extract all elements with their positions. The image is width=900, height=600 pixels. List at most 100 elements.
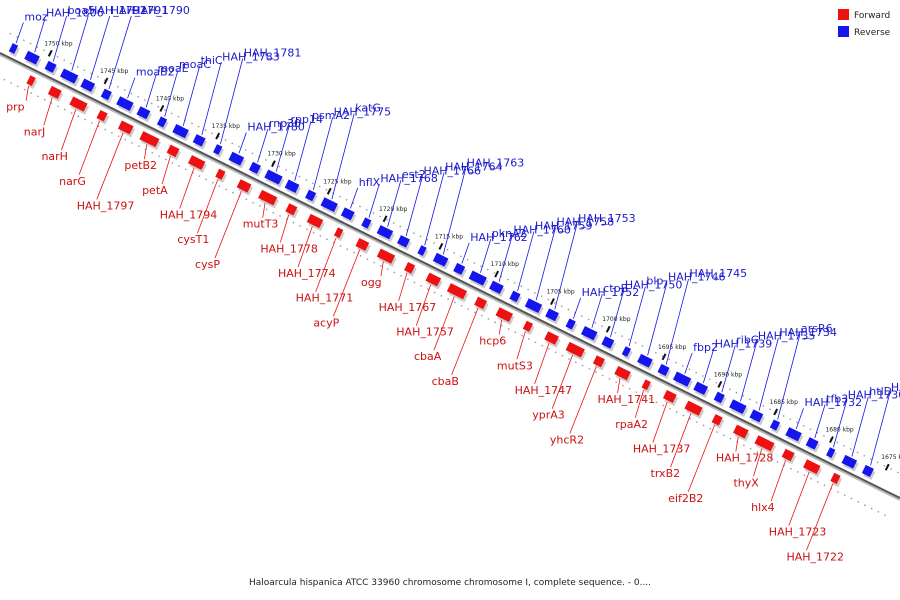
reverse-feature (376, 225, 395, 243)
svg-text:katG: katG (355, 102, 381, 115)
reverse-gene-label: HAH_1739 (702, 337, 773, 384)
reverse-feature (305, 189, 318, 205)
reverse-feature (861, 464, 876, 480)
svg-text:tfb3: tfb3 (826, 392, 848, 405)
svg-text:HAH_1792: HAH_1792 (89, 4, 147, 17)
legend-reverse-swatch (838, 26, 849, 37)
reverse-feature (213, 144, 224, 158)
reverse-gene-label: HAH_1746 (647, 271, 726, 356)
svg-text:HAH_1766: HAH_1766 (423, 164, 481, 177)
guide-line-rev (9, 32, 900, 475)
scale-tick: 1705 kbp (546, 289, 575, 306)
forward-gene-label: mutT3 (243, 202, 278, 231)
svg-text:HAH_1781: HAH_1781 (244, 47, 302, 60)
forward-gene-label: HAH_1722 (786, 483, 844, 563)
svg-text:HAH_1745: HAH_1745 (690, 267, 748, 280)
backbone-shadow (0, 53, 900, 501)
forward-feature (376, 248, 397, 267)
forward-feature (333, 227, 345, 242)
svg-text:thyX: thyX (733, 476, 759, 489)
reverse-feature (785, 427, 804, 445)
forward-gene-label: cbaA (414, 296, 455, 363)
svg-text:HAH_1797: HAH_1797 (77, 199, 135, 212)
svg-text:pknA2: pknA2 (492, 227, 527, 240)
reverse-gene-label: hflX (350, 176, 381, 209)
forward-gene-label: ogg (361, 261, 384, 289)
legend-forward-label: Forward (854, 11, 890, 21)
svg-text:HAH_1760: HAH_1760 (513, 223, 571, 236)
reverse-feature (192, 134, 208, 150)
reverse-feature (621, 346, 633, 360)
reverse-feature (100, 88, 114, 104)
forward-gene-label: narG (59, 120, 100, 188)
scale-tick: 1720 kbp (379, 206, 408, 223)
svg-text:1735 kbp: 1735 kbp (212, 123, 240, 130)
svg-text:HAH_1774: HAH_1774 (278, 267, 336, 280)
reverse-feature (453, 262, 467, 278)
svg-text:1705 kbp: 1705 kbp (546, 289, 574, 296)
svg-text:petB2: petB2 (124, 159, 157, 172)
reverse-gene-label: pknA2 (480, 227, 527, 273)
reverse-gene-label: HAH_1775 (312, 105, 391, 191)
map-caption: Haloarcula hispanica ATCC 33960 chromoso… (248, 578, 652, 588)
svg-text:HAH_1741: HAH_1741 (598, 393, 656, 406)
forward-gene-label: rpaA2 (615, 390, 648, 431)
forward-feature (711, 414, 725, 429)
forward-feature (446, 283, 469, 303)
reverse-gene-label: HAH_1763 (442, 157, 524, 255)
reverse-feature (432, 252, 450, 270)
reverse-gene-label: tfb3 (814, 392, 848, 439)
reverse-gene-label: HAH_1792 (71, 4, 147, 71)
svg-text:hflX: hflX (359, 176, 381, 189)
svg-text:fbp2: fbp2 (693, 341, 718, 354)
svg-text:prp: prp (6, 101, 25, 114)
svg-text:rpaA2: rpaA2 (615, 418, 648, 431)
svg-text:trxB2: trxB2 (651, 467, 681, 480)
svg-text:acyP: acyP (313, 316, 339, 329)
reverse-gene-label: ribG (721, 333, 759, 393)
svg-text:arsR6: arsR6 (801, 322, 833, 335)
svg-text:HAH_1730: HAH_1730 (848, 389, 900, 402)
reverse-gene-label: HAH_1766 (405, 164, 481, 237)
reverse-feature (769, 419, 782, 434)
reverse-gene-label: moz (15, 10, 48, 44)
reverse-gene-label: HAH_1760 (498, 223, 571, 283)
forward-gene-label: HAH_1794 (160, 167, 217, 222)
scale-tick: 1690 kbp (714, 371, 742, 388)
forward-feature (215, 168, 228, 183)
svg-text:cbaB: cbaB (432, 375, 459, 388)
reverse-gene-label: HAH_1758 (535, 216, 614, 301)
reverse-feature (264, 169, 285, 188)
reverse-feature (417, 245, 429, 259)
svg-text:HAH_1739: HAH_1739 (715, 337, 773, 350)
reverse-feature (8, 43, 20, 57)
reverse-gene-label: HAH_1752 (572, 286, 639, 319)
forward-feature (69, 96, 90, 115)
reverse-feature (672, 371, 693, 390)
reverse-gene-label: HAH_1730 (832, 389, 900, 448)
svg-text:cysT1: cysT1 (177, 233, 209, 246)
backbone-line (0, 52, 900, 499)
forward-feature (781, 448, 797, 465)
reverse-feature (545, 308, 561, 325)
forward-feature (258, 189, 279, 209)
svg-text:HAH_1771: HAH_1771 (296, 292, 354, 305)
svg-text:boa5: boa5 (68, 4, 95, 17)
reverse-gene-label: HAH_1780 (238, 121, 305, 154)
svg-text:HAH_1806: HAH_1806 (46, 7, 104, 20)
reverse-feature (320, 197, 340, 215)
forward-feature (236, 179, 253, 196)
svg-text:HAH_1768: HAH_1768 (380, 172, 438, 185)
reverse-label-layer: mozHAH_1806boa5HAH_1792HAH_1791HAH_1790m… (15, 4, 900, 466)
reverse-gene-label: HAH_1781 (220, 47, 301, 145)
svg-text:1680 kbp: 1680 kbp (825, 427, 853, 434)
scale-tick: 1680 kbp (825, 427, 854, 444)
forward-feature (565, 341, 587, 361)
forward-feature (139, 131, 161, 151)
forward-gene-label: narJ (24, 97, 53, 138)
forward-gene-label: yhcR2 (550, 366, 597, 446)
forward-feature (117, 120, 136, 138)
forward-gene-label: yprA3 (532, 354, 573, 422)
legend-forward-swatch (838, 9, 849, 20)
svg-text:1675 kbp: 1675 kbp (881, 454, 900, 461)
